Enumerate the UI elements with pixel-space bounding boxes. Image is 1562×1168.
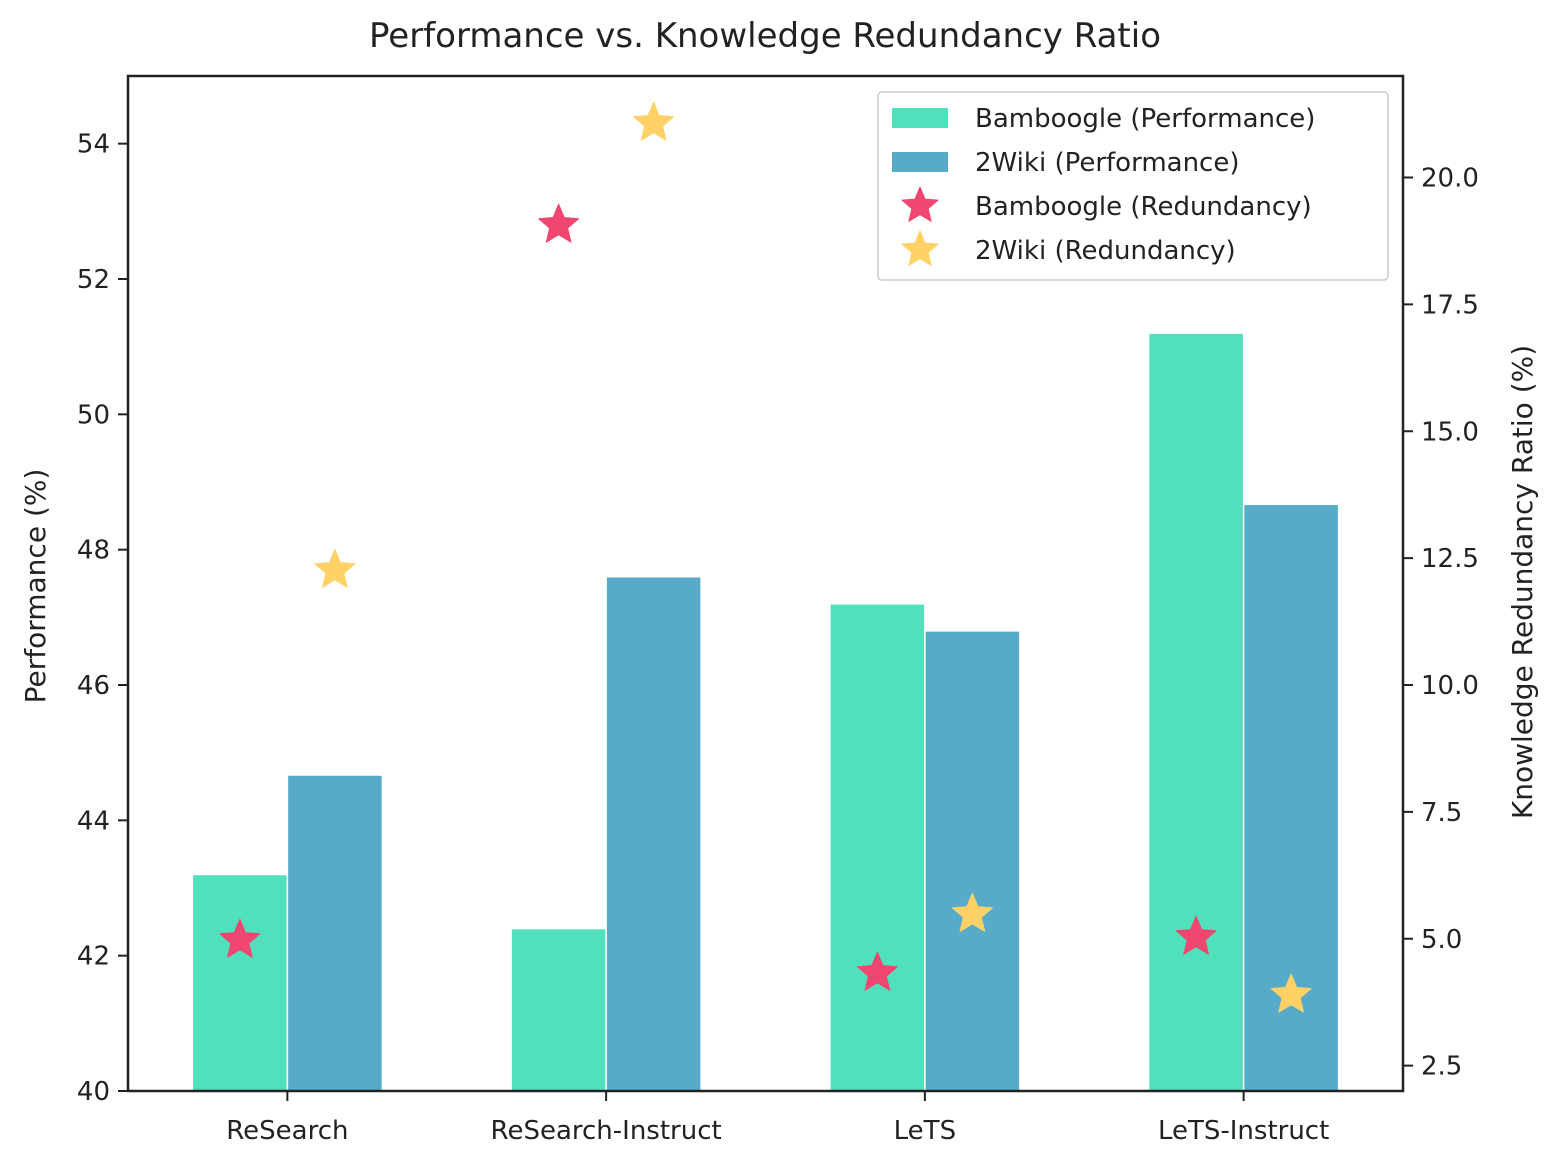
star-marker-2wiki-redundancy-lets-instruct: [1270, 973, 1312, 1013]
y-tick-label: 42: [77, 942, 110, 972]
y2-tick-label: 7.5: [1421, 798, 1462, 828]
legend-star-bamboogle-redundancy: [901, 186, 939, 222]
star-marker-2wiki-redundancy-research-instruct: [633, 101, 675, 141]
bar-2wiki-performance-research-instruct: [605, 575, 702, 1092]
bar-2wiki-performance-research: [286, 774, 384, 1092]
y-tick-label: 52: [77, 265, 110, 295]
y2-tick-label: 17.5: [1421, 290, 1479, 320]
star-marker-2wiki-redundancy-lets: [951, 892, 993, 932]
legend-star-2wiki-redundancy: [901, 230, 939, 266]
legend-swatch-2wiki-performance: [892, 152, 948, 172]
right-axis: 2.5 5.0 7.5 10.0 12.5 15.0 17.5 20.0: [1403, 164, 1479, 1082]
y2-tick-label: 10.0: [1421, 671, 1479, 701]
markers-layer: [219, 101, 1312, 1013]
legend-star-shape: [901, 186, 939, 222]
bar-bamboogle-performance-research-instruct: [510, 927, 607, 1092]
y2-tick-label: 15.0: [1421, 417, 1479, 447]
x-tick-label: ReSearch: [226, 1116, 348, 1146]
x-tick-label: ReSearch-Instruct: [491, 1116, 722, 1146]
y2-axis-label: Knowledge Redundancy Ratio (%): [1506, 345, 1539, 819]
star-marker-bamboogle-redundancy-lets-instruct: [1175, 915, 1217, 955]
y-tick-label: 50: [77, 400, 110, 430]
y2-tick-label: 5.0: [1421, 925, 1462, 955]
y2-tick-label: 12.5: [1421, 544, 1479, 574]
legend-box: [877, 91, 1389, 281]
legend-label-bamboogle-performance: Bamboogle (Performance): [975, 104, 1315, 134]
star-marker-bamboogle-redundancy-research-instruct: [538, 203, 580, 243]
left-axis: 40 42 44 46 48 50 52 54: [77, 130, 128, 1107]
y-tick-label: 48: [77, 536, 110, 566]
bar-bamboogle-performance-lets-instruct: [1147, 332, 1245, 1092]
chart-title: Performance vs. Knowledge Redundancy Rat…: [369, 16, 1161, 56]
y-tick-label: 44: [77, 806, 110, 836]
star-marker-2wiki-redundancy-research: [314, 548, 356, 588]
star-marker-bamboogle-redundancy-research: [219, 918, 261, 958]
y-tick-label: 46: [77, 671, 110, 701]
legend: Bamboogle (Performance) 2Wiki (Performan…: [877, 91, 1389, 281]
y2-tick-label: 20.0: [1421, 164, 1479, 194]
plot-frame: [126, 74, 1405, 1093]
legend-label-bamboogle-redundancy: Bamboogle (Redundancy): [975, 192, 1312, 222]
y-axis-label: Performance (%): [19, 469, 52, 704]
y-tick-label: 54: [77, 130, 110, 160]
bar-bamboogle-performance-lets: [829, 603, 926, 1092]
legend-swatch-bamboogle-performance: [892, 108, 948, 128]
legend-label-2wiki-performance: 2Wiki (Performance): [975, 148, 1240, 178]
legend-star-shape: [901, 230, 939, 266]
x-axis: ReSearch ReSearch-Instruct LeTS LeTS-Instru…: [226, 1091, 1329, 1146]
x-tick-label: LeTS: [894, 1116, 956, 1146]
x-tick-label: LeTS-Instruct: [1158, 1116, 1329, 1146]
star-marker-bamboogle-redundancy-lets: [856, 951, 898, 991]
y2-tick-label: 2.5: [1421, 1052, 1462, 1082]
bar-2wiki-performance-lets: [924, 630, 1021, 1092]
y-tick-label: 40: [77, 1077, 110, 1107]
bars-layer: [191, 332, 1340, 1092]
bar-bamboogle-performance-research: [191, 873, 289, 1092]
legend-label-2wiki-redundancy: 2Wiki (Redundancy): [975, 236, 1236, 266]
